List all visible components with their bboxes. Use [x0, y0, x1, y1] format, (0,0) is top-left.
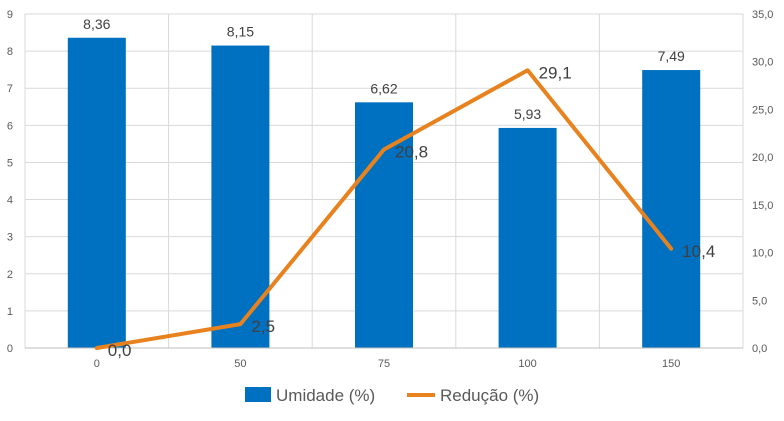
bar-data-label: 7,49 [658, 48, 685, 64]
x-tick-label: 150 [662, 358, 680, 370]
legend-label-umidade: Umidade (%) [276, 386, 375, 405]
left-tick-label: 2 [7, 269, 13, 281]
line-data-label: 10,4 [682, 242, 715, 261]
left-tick-label: 6 [7, 120, 13, 132]
bar [211, 45, 270, 349]
bar-data-labels: 8,36 8,15 6,62 5,93 7,49 [83, 16, 685, 122]
bar-data-label: 8,36 [83, 16, 110, 32]
bar [498, 127, 557, 348]
x-tick-label: 100 [518, 358, 536, 370]
right-tick-label: 5,0 [752, 295, 767, 307]
bar-series [67, 37, 701, 349]
right-tick-label: 35,0 [752, 9, 773, 21]
bar-data-label: 5,93 [514, 106, 541, 122]
left-tick-label: 9 [7, 9, 13, 21]
left-tick-label: 0 [7, 343, 13, 355]
bar-data-label: 8,15 [227, 24, 254, 40]
right-tick-label: 10,0 [752, 248, 773, 260]
line-data-label: 20,8 [395, 143, 428, 162]
x-tick-label: 75 [378, 358, 390, 370]
right-tick-label: 0,0 [752, 343, 767, 355]
left-tick-label: 7 [7, 83, 13, 95]
left-tick-label: 8 [7, 46, 13, 58]
legend-swatch-umidade [245, 387, 271, 402]
line-series [94, 68, 674, 350]
bar-data-label: 6,62 [370, 80, 397, 96]
x-tick-label: 50 [234, 358, 246, 370]
legend-label-reducao: Redução (%) [440, 386, 539, 405]
right-tick-label: 30,0 [752, 57, 773, 69]
bar [355, 102, 413, 348]
x-axis-ticks: 0 50 75 100 150 [94, 358, 681, 370]
x-tick-label: 0 [94, 358, 100, 370]
line-data-labels: 0,0 2,5 20,8 29,1 10,4 [108, 63, 715, 360]
left-tick-label: 1 [7, 306, 13, 318]
bar [67, 37, 126, 349]
bar [642, 70, 701, 348]
right-tick-label: 15,0 [752, 200, 773, 212]
line-data-label: 2,5 [251, 317, 275, 336]
right-tick-label: 25,0 [752, 104, 773, 116]
left-tick-label: 4 [7, 195, 13, 207]
right-tick-label: 20,0 [752, 152, 773, 164]
legend: Umidade (%) Redução (%) [245, 386, 539, 405]
left-tick-label: 3 [7, 232, 13, 244]
right-axis-ticks: 0,0 5,0 10,0 15,0 20,0 25,0 30,0 35,0 [752, 9, 773, 355]
left-axis-ticks: 0 1 2 3 4 5 6 7 8 9 [7, 9, 13, 355]
line-data-label: 29,1 [539, 63, 572, 82]
line-data-label: 0,0 [108, 341, 132, 360]
left-tick-label: 5 [7, 157, 13, 169]
